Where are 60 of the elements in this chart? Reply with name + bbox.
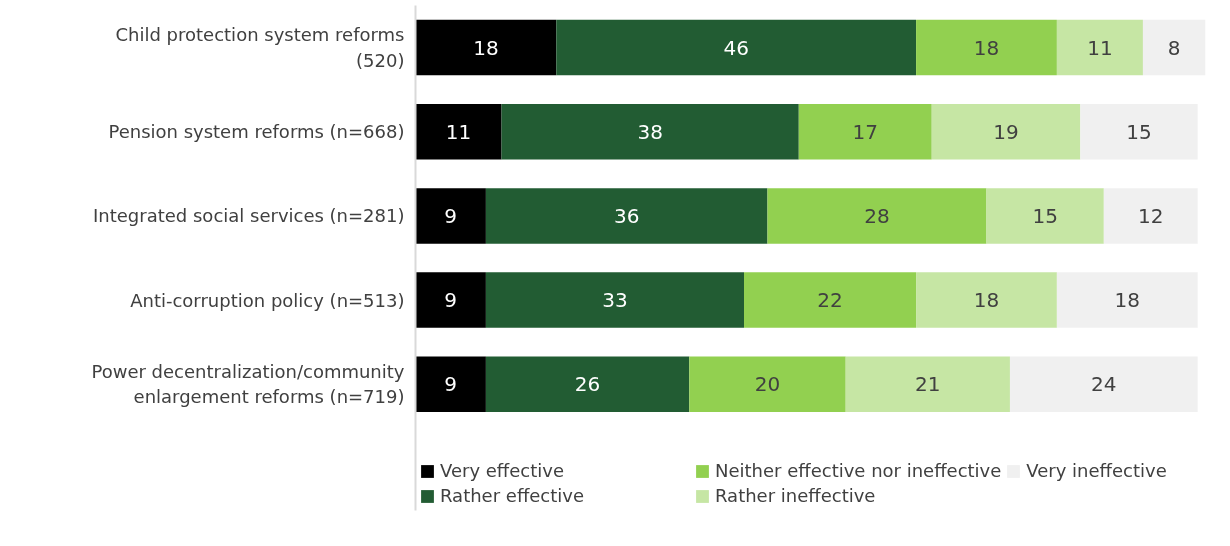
bar (556, 19, 917, 76)
y-tick-label: Anti-corruption policy (n=513) (130, 289, 405, 311)
data-label: 11 (1087, 35, 1113, 60)
data-label: 19 (993, 119, 1019, 144)
bar (798, 103, 932, 160)
data-label: 21 (915, 372, 941, 397)
data-label: 9 (444, 372, 458, 397)
data-label: 33 (602, 288, 628, 313)
data-label: 28 (864, 203, 890, 228)
legend-label: Very effective (440, 460, 565, 481)
data-label: 15 (1126, 119, 1152, 144)
data-label: 18 (973, 35, 1000, 60)
bar (485, 188, 768, 244)
bar (986, 188, 1104, 244)
y-tick-label: Power decentralization/community enlargement reforms (n=719) (91, 361, 405, 408)
data-label: 8 (1167, 35, 1181, 60)
data-label: 36 (613, 203, 640, 228)
bar (415, 272, 486, 328)
data-label: 12 (1138, 203, 1164, 228)
bar (1103, 188, 1198, 244)
data-label: 22 (817, 288, 843, 313)
data-label: 18 (473, 35, 499, 60)
bar (767, 188, 987, 244)
data-label: 46 (723, 35, 749, 60)
data-label: 9 (444, 203, 458, 228)
data-label: 9 (444, 288, 458, 313)
data-label: 38 (637, 119, 663, 144)
bar (1056, 272, 1198, 328)
bar (485, 356, 690, 413)
data-label: 15 (1032, 203, 1058, 228)
bar (744, 272, 917, 328)
legend-label: Rather effective (440, 485, 586, 506)
bar (845, 356, 1010, 413)
data-label: 20 (754, 372, 781, 397)
bar (415, 103, 502, 160)
bar (689, 356, 846, 413)
bar (415, 19, 557, 76)
y-tick-label: Pension system reforms (n=668) (108, 121, 405, 143)
bar (415, 188, 486, 244)
data-label: 18 (973, 288, 1000, 313)
legend-label: Neither effective nor ineffective (715, 460, 1002, 481)
bar (1009, 356, 1198, 413)
bar (501, 103, 799, 160)
bar (485, 272, 745, 328)
legend-label: Rather ineffective (715, 485, 877, 506)
bar (1056, 19, 1143, 76)
data-label: 24 (1091, 372, 1117, 397)
bar (1142, 19, 1206, 76)
bar (916, 272, 1057, 328)
bar (931, 103, 1081, 160)
bar (415, 356, 486, 413)
data-label: 17 (852, 119, 878, 144)
y-tick-label: Child protection system reforms (520) (115, 24, 405, 71)
data-label: 26 (574, 372, 601, 397)
bar (916, 19, 1057, 76)
bar (1080, 103, 1198, 160)
legend-label: Very ineffective (1026, 460, 1168, 481)
data-label: 11 (445, 119, 472, 144)
y-tick-label: Integrated social services (n=281) (93, 205, 405, 227)
data-label: 18 (1114, 288, 1141, 313)
